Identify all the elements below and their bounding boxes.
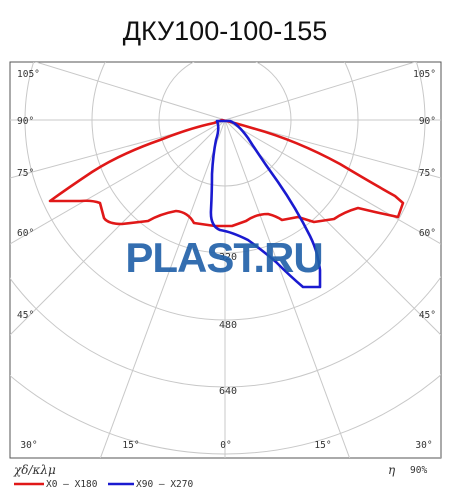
ring-value-label: 480 <box>219 320 237 331</box>
ring-value-label: 320 <box>219 252 237 263</box>
ring-value-label: 640 <box>219 386 237 397</box>
grid-radial <box>224 119 351 458</box>
angle-label-left: 45° <box>17 310 34 321</box>
grid-radial <box>10 119 226 245</box>
curve-x90-x270 <box>209 119 322 289</box>
legend-label-x90-x270: X90 — X270 <box>136 479 193 490</box>
curve-x0-x180 <box>48 118 405 228</box>
angle-label-left: 75° <box>17 168 34 179</box>
efficiency-symbol: η <box>388 463 396 477</box>
diagram-title: ДКУ100-100-155 <box>123 16 328 46</box>
angle-label-left: 90° <box>17 116 34 127</box>
legend: X0 — X180 X90 — X270 <box>14 479 193 490</box>
angle-label-right: 60° <box>419 228 436 239</box>
angle-label-right: 75° <box>419 168 436 179</box>
angle-label-bottom: 15° <box>122 440 139 451</box>
grid-radial <box>34 62 226 121</box>
angle-label-bottom: 15° <box>314 440 331 451</box>
efficiency-value: 90% <box>410 465 427 476</box>
angle-label-bottom: 0° <box>220 440 231 451</box>
legend-label-x0-x180: X0 — X180 <box>46 479 98 490</box>
angle-label-bottom: 30° <box>415 440 432 451</box>
grid-radial <box>224 62 417 121</box>
angle-label-left: 105° <box>17 69 40 80</box>
angle-label-bottom: 30° <box>20 440 37 451</box>
grid-radial <box>10 119 226 336</box>
angle-label-right: 105° <box>413 69 436 80</box>
grid-radial <box>224 119 441 245</box>
watermark-logo: PLAST.RU <box>125 234 322 281</box>
units-label: χδ/κλμ <box>13 463 56 477</box>
angle-label-left: 60° <box>17 228 34 239</box>
angle-label-right: 45° <box>419 310 436 321</box>
angle-label-right: 90° <box>419 116 436 127</box>
grid-radial <box>99 119 226 458</box>
